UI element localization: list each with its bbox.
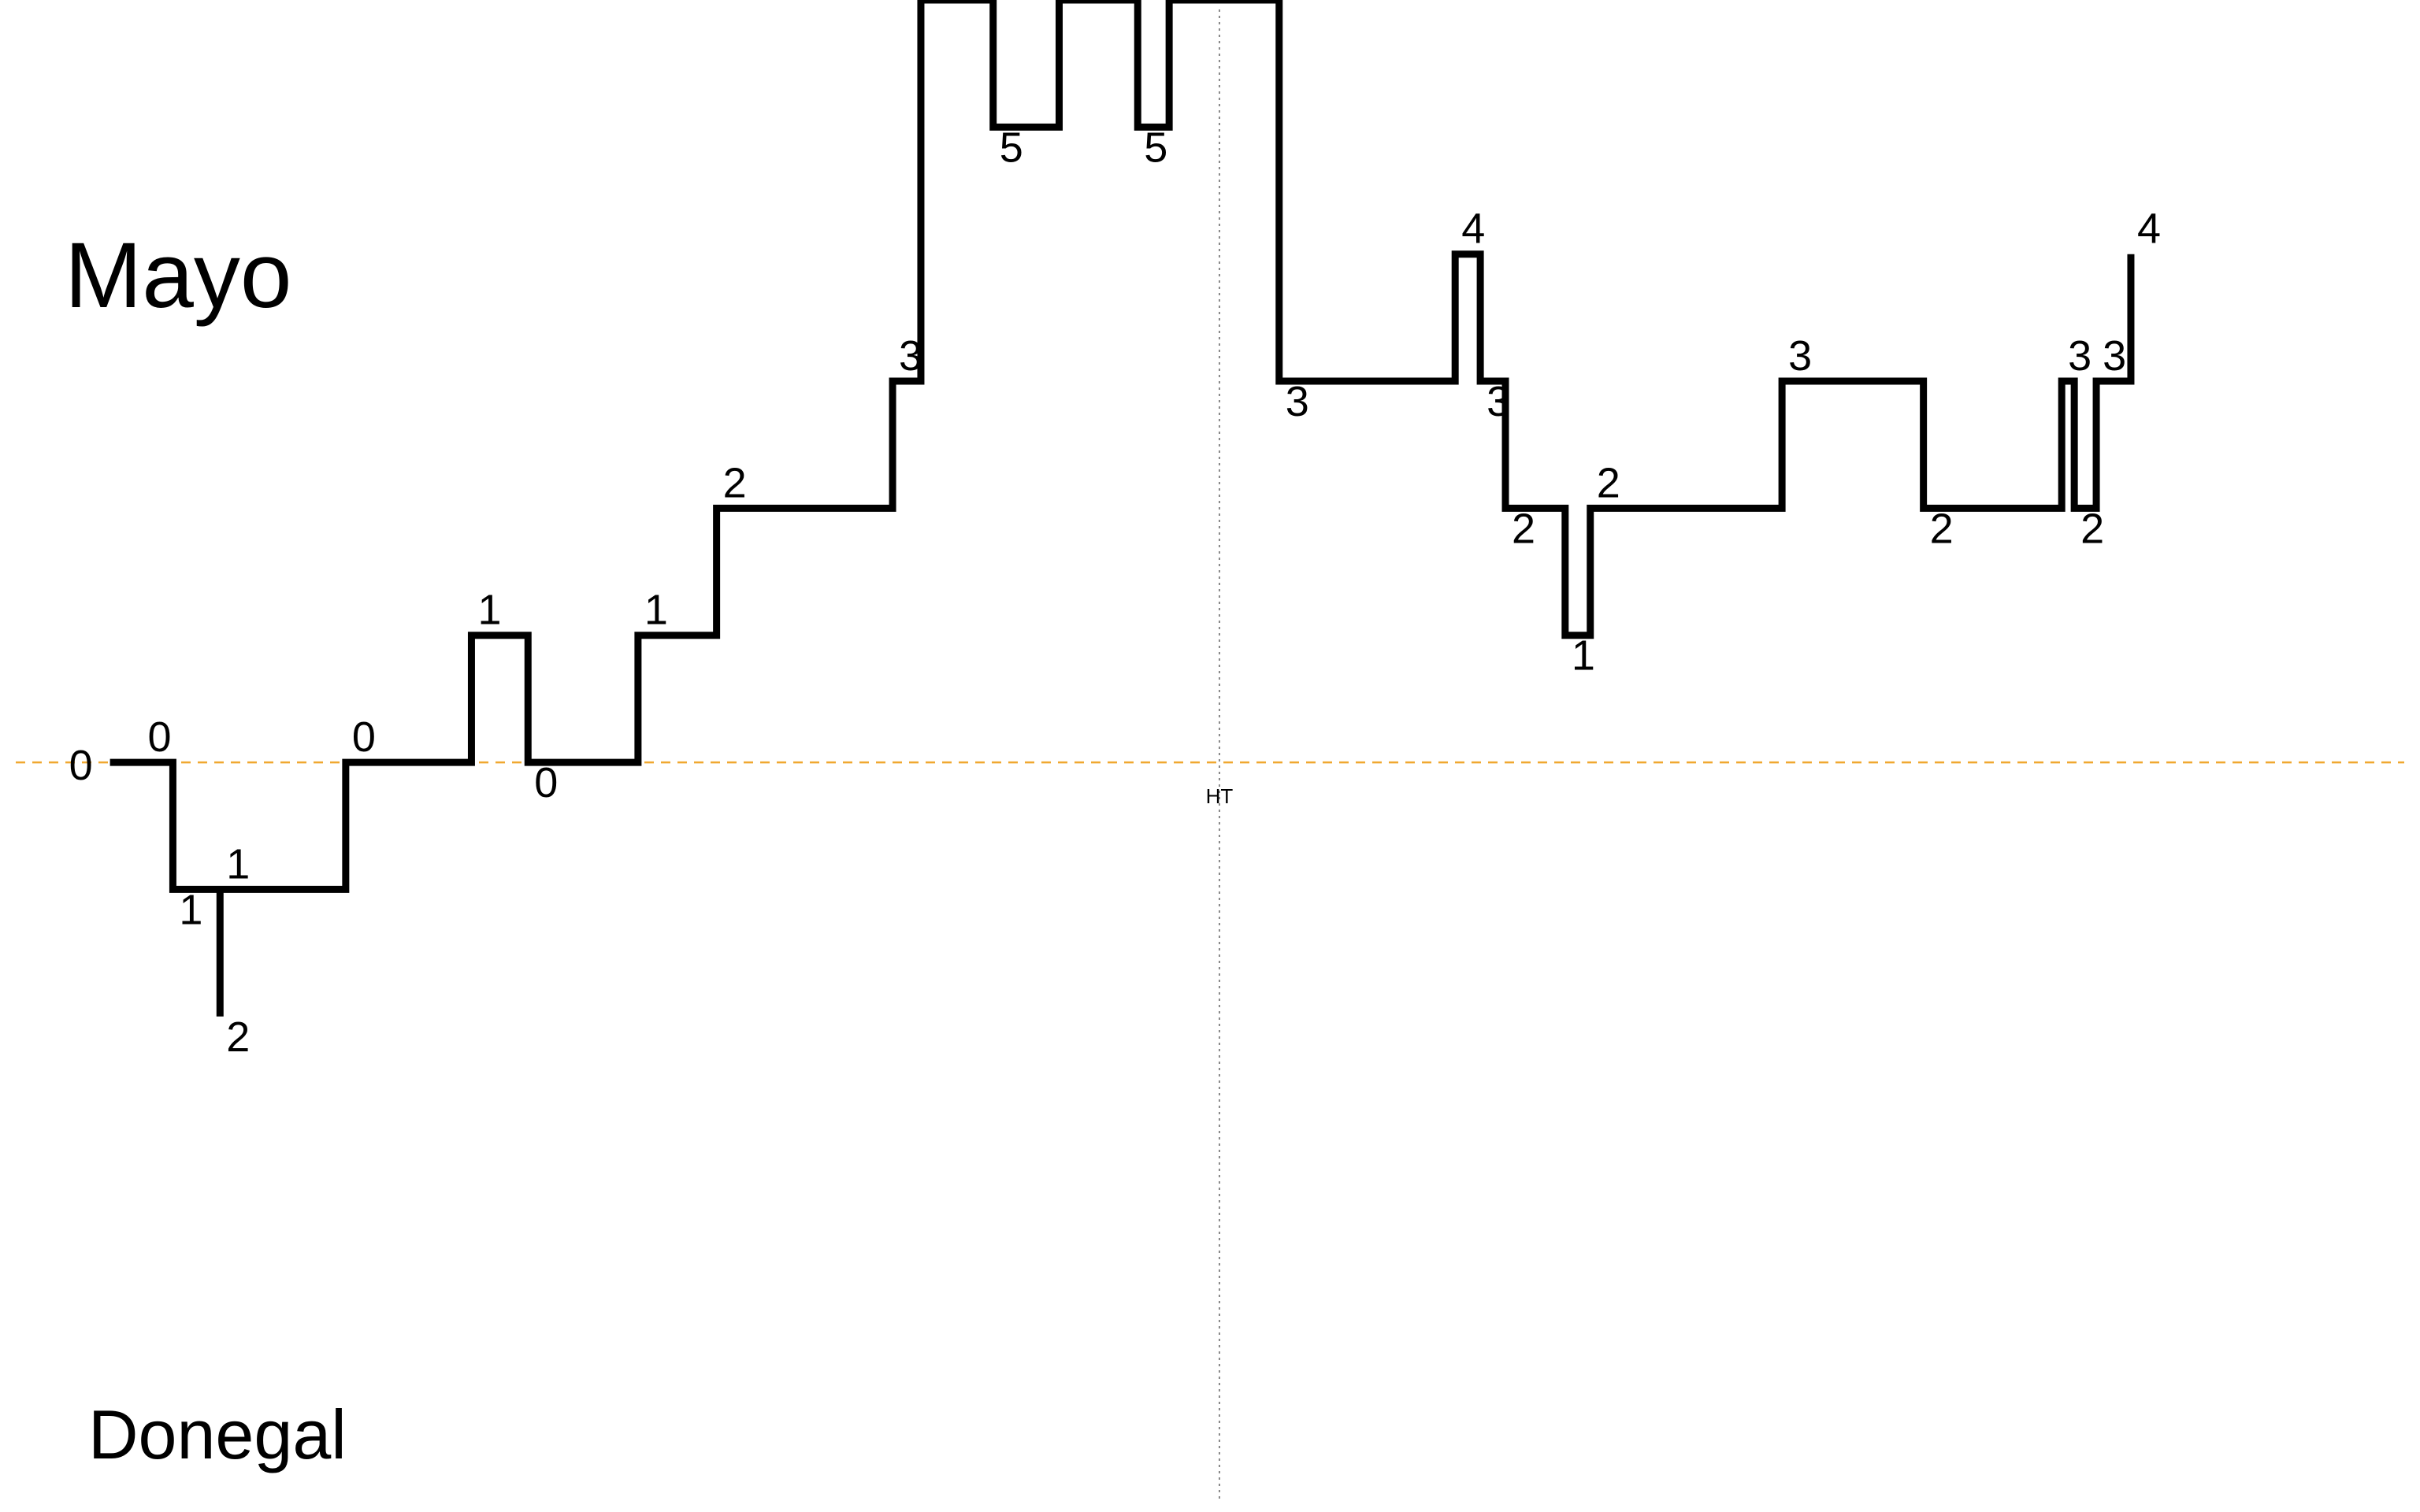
score-label: 2 xyxy=(2080,505,2104,552)
score-label: 3 xyxy=(1487,378,1510,425)
score-label: 3 xyxy=(2103,332,2126,380)
score-label: 1 xyxy=(226,840,250,888)
score-label: 4 xyxy=(1461,206,1485,253)
score-label: 2 xyxy=(1597,459,1620,506)
score-label: 3 xyxy=(2068,332,2092,380)
score-label: 2 xyxy=(723,459,747,506)
score-label: 5 xyxy=(1144,124,1167,171)
halftime-label: HT xyxy=(1206,784,1234,808)
score-difference-line xyxy=(109,0,2135,1017)
score-label: 1 xyxy=(477,587,501,634)
score-label: 2 xyxy=(1512,505,1535,552)
score-label: 0 xyxy=(534,759,558,806)
team-bottom-label: Donegal xyxy=(88,1395,347,1473)
score-label: 4 xyxy=(2137,206,2161,253)
score-label: 1 xyxy=(1572,632,1595,680)
score-label: 2 xyxy=(1930,505,1954,552)
score-label: 1 xyxy=(179,886,202,933)
score-labels: 0012101012365656343212323234 xyxy=(69,124,2161,1061)
score-label: 1 xyxy=(644,587,668,634)
score-label: 3 xyxy=(899,332,922,380)
score-label: 3 xyxy=(1788,332,1812,380)
score-label: 0 xyxy=(148,713,172,761)
score-label: 0 xyxy=(352,713,376,761)
score-label: 3 xyxy=(1286,378,1309,425)
team-top-label: Mayo xyxy=(65,224,292,328)
score-label: 2 xyxy=(226,1014,250,1061)
score-label: 5 xyxy=(1000,124,1023,171)
score-label: 0 xyxy=(69,742,93,789)
